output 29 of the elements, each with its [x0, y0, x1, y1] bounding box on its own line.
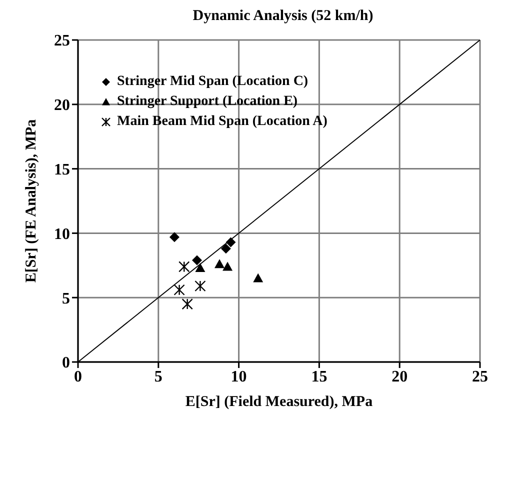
- y-tick-label: 15: [54, 161, 70, 178]
- y-tick-label: 10: [54, 226, 70, 243]
- point: [194, 280, 206, 292]
- x-tick-label: 15: [311, 368, 328, 386]
- x-tick-label: 0: [74, 368, 82, 386]
- y-tick-label: 25: [54, 32, 70, 50]
- x-tick-label: 25: [472, 368, 488, 386]
- y-tick-label: 20: [54, 97, 70, 114]
- x-tick-label: 10: [230, 368, 247, 386]
- point: [174, 284, 185, 296]
- point: [195, 262, 206, 272]
- point: [222, 262, 233, 271]
- y-tick-label: 5: [62, 290, 70, 308]
- point: [182, 298, 193, 310]
- legend-label: Stringer Support (Location E): [117, 93, 298, 111]
- point: [169, 232, 180, 242]
- x-tick-label: 5: [154, 368, 162, 386]
- y-axis-title: E[Sr] (FE Analysis), MPa: [23, 118, 40, 283]
- point: [220, 244, 231, 254]
- chart-title: Dynamic Analysis (52 km/h): [192, 8, 374, 26]
- point: [253, 273, 264, 282]
- legend-label: Stringer Mid Span (Location C): [117, 73, 308, 91]
- point: [178, 261, 190, 272]
- point: [192, 255, 202, 266]
- x-tick-label: 20: [392, 368, 408, 386]
- point: [214, 259, 225, 268]
- y-tick-label: 0: [62, 354, 70, 372]
- legend-label: Main Beam Mid Span (Location A): [117, 113, 328, 131]
- x-axis-title: E[Sr] (Field Measured), MPa: [185, 394, 374, 410]
